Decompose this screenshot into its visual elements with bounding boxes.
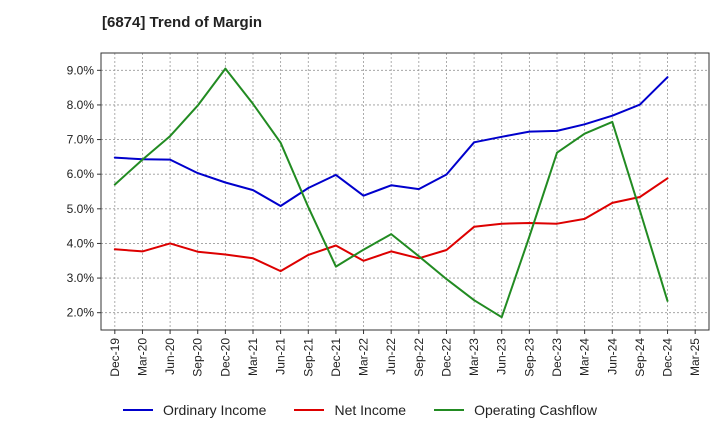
x-tick-label: Mar-22 <box>357 338 371 376</box>
legend-swatch-net-income <box>294 409 325 411</box>
chart-title: [6874] Trend of Margin <box>102 14 263 31</box>
x-tick-label: Dec-24 <box>661 338 675 377</box>
plot-frame <box>100 52 710 331</box>
line-chart: 2.0% 3.0% 4.0% 5.0% 6.0% 7.0% 8.0% 9.0% Dec-19 Ma… <box>67 52 710 377</box>
x-tick-label: Jun-22 <box>384 338 398 375</box>
legend: Ordinary Income Net Income Operating Cas… <box>0 402 720 418</box>
series-line-operating-cashflow <box>113 67 669 319</box>
x-tick-label: Jun-24 <box>605 338 619 375</box>
x-tick-label: Sep-22 <box>412 338 426 377</box>
x-tick-label: Sep-20 <box>191 338 205 377</box>
x-tick-label: Dec-22 <box>439 338 453 377</box>
legend-label-ordinary-income: Ordinary Income <box>162 402 267 418</box>
y-tick-label: 5.0% <box>67 202 95 216</box>
legend-label-net-income: Net Income <box>334 402 407 418</box>
y-tick-label: 9.0% <box>67 63 95 77</box>
legend-swatch-ordinary-income <box>122 409 153 411</box>
y-tick-label: 4.0% <box>67 236 95 250</box>
y-tick-label: 3.0% <box>67 271 95 285</box>
legend-item-operating-cashflow: Operating Cashflow <box>434 402 597 418</box>
legend-swatch-operating-cashflow <box>434 409 465 411</box>
y-tick-label: 2.0% <box>67 306 95 320</box>
legend-item-net-income: Net Income <box>294 402 406 418</box>
series-line-net-income <box>113 177 669 273</box>
plot-area <box>101 53 709 330</box>
y-tick-label: 7.0% <box>67 133 95 147</box>
x-tick-label: Jun-21 <box>274 338 288 375</box>
series-line-ordinary-income <box>113 76 669 207</box>
x-tick-label: Mar-21 <box>246 338 260 376</box>
x-tick-label: Mar-25 <box>688 338 702 376</box>
x-tick-label: Mar-20 <box>135 338 149 376</box>
x-tick-label: Jun-23 <box>495 338 509 375</box>
x-tick-label: Dec-20 <box>218 338 232 377</box>
x-tick-label: Dec-21 <box>329 338 343 377</box>
x-tick-label: Dec-23 <box>550 338 564 377</box>
y-tick-label: 6.0% <box>67 167 95 181</box>
x-tick-label: Dec-19 <box>108 338 122 377</box>
x-tick-label: Sep-24 <box>633 338 647 377</box>
x-tick-label: Jun-20 <box>163 338 177 375</box>
x-tick-label: Sep-21 <box>301 338 315 377</box>
y-tick-label: 8.0% <box>67 98 95 112</box>
x-tick-label: Sep-23 <box>522 338 536 377</box>
legend-item-ordinary-income: Ordinary Income <box>122 402 267 418</box>
x-tick-label: Mar-24 <box>578 338 592 376</box>
x-tick-label: Mar-23 <box>467 338 481 376</box>
legend-label-operating-cashflow: Operating Cashflow <box>474 402 598 418</box>
